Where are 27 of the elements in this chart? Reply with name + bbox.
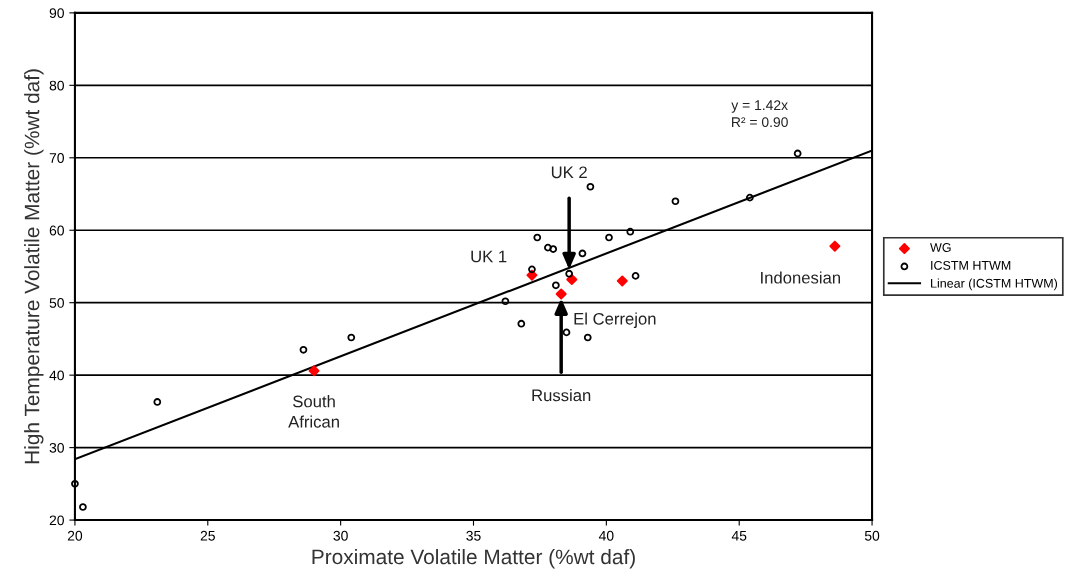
annotation: UK 2: [551, 166, 587, 179]
y-axis-title: High Temperature Volatile Matter (%wt daf): [24, 69, 44, 464]
y-tick-label: 90: [49, 8, 64, 19]
x-tick-label: 45: [731, 530, 747, 541]
legend-label: WG: [930, 243, 951, 252]
y-tick-label: 60: [49, 225, 64, 236]
annotation: UK 1: [471, 250, 507, 263]
annotation: South African: [288, 395, 339, 428]
y-tick-label: 80: [49, 80, 64, 91]
x-tick-label: 50: [864, 530, 880, 541]
x-tick-label: 30: [333, 530, 348, 541]
annotation: El Cerrejon: [574, 312, 656, 328]
y-tick-label: 40: [49, 370, 64, 381]
annotation: Indonesian: [761, 271, 841, 284]
x-tick-label: 25: [200, 530, 215, 541]
legend-label: Linear (ICSTM HTWM): [931, 278, 1058, 291]
annotation: Russian: [532, 389, 591, 402]
x-axis-title: Proximate Volatile Matter (%wt daf): [312, 548, 635, 569]
y-tick-label: 50: [49, 298, 64, 308]
x-tick-label: 35: [466, 530, 481, 541]
x-tick-label: 20: [67, 530, 83, 541]
y-tick-label: 70: [49, 153, 64, 163]
annotation: y = 1.42x R² = 0.90: [731, 100, 788, 128]
y-tick-label: 20: [49, 515, 64, 526]
x-tick-label: 40: [598, 530, 614, 541]
y-tick-label: 30: [49, 442, 64, 453]
legend-label: ICSTM HTWM: [931, 260, 1011, 270]
